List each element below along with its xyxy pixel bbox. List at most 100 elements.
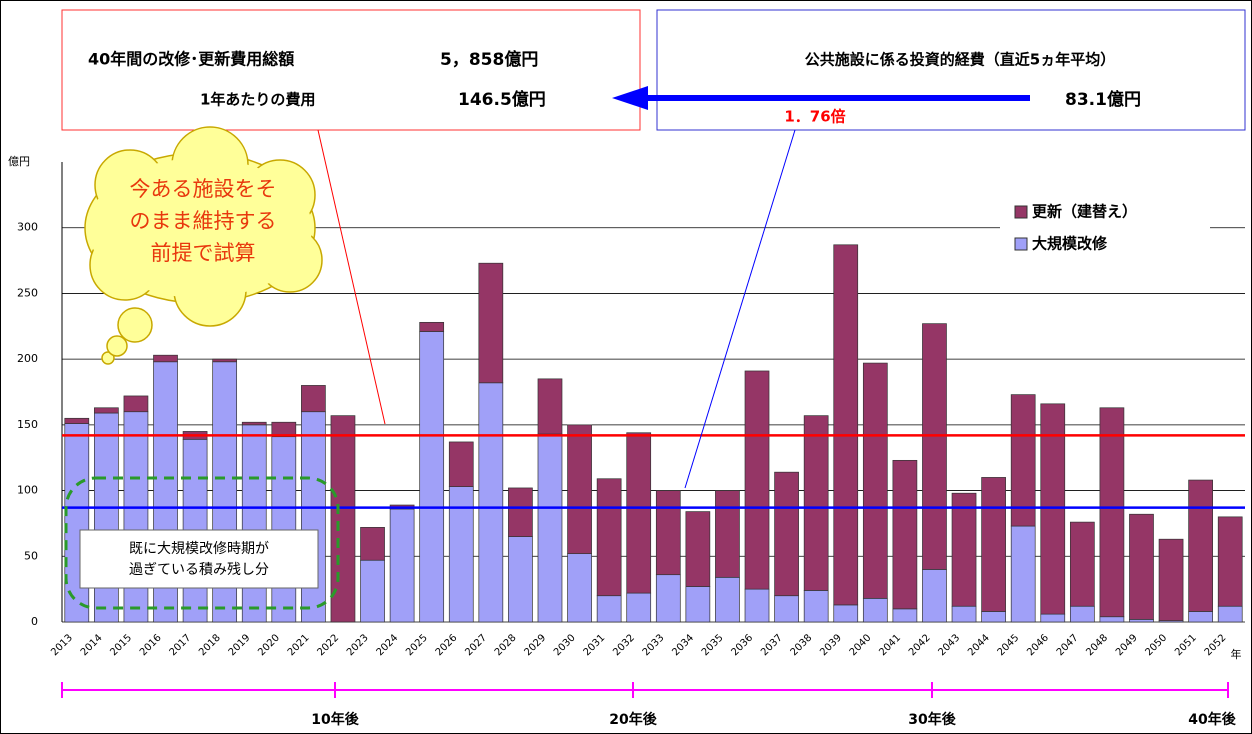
bar-segment — [420, 322, 444, 331]
callout-line: 前提で試算 — [151, 241, 256, 265]
y-tick-label: 250 — [17, 286, 38, 299]
bar-segment — [124, 412, 148, 622]
y-tick-label: 100 — [17, 484, 38, 497]
bar-segment — [538, 379, 562, 434]
bar-segment — [982, 477, 1006, 611]
bar-segment — [479, 263, 503, 383]
bar-segment — [154, 355, 178, 362]
legend-label: 更新（建替え） — [1032, 203, 1137, 221]
bar-segment — [952, 606, 976, 622]
bar-segment — [775, 596, 799, 622]
y-tick-label: 300 — [17, 221, 38, 234]
timeline-label: 20年後 — [609, 711, 657, 728]
average-value: 83.1億円 — [1065, 89, 1141, 110]
bar-segment — [94, 408, 118, 413]
bar-segment — [804, 590, 828, 622]
bar-segment — [775, 472, 799, 596]
chart: 億円年0501001502002503002013201420152016201… — [0, 0, 1252, 734]
bar-segment — [627, 593, 651, 622]
summary-box — [62, 10, 640, 130]
bar-segment — [1189, 611, 1213, 622]
bar-segment — [242, 425, 266, 622]
bar-segment — [1218, 517, 1242, 606]
annual-label: 1年あたりの費用 — [200, 91, 315, 109]
bar-segment — [390, 509, 414, 622]
bar-segment — [834, 245, 858, 605]
timeline-label: 40年後 — [1188, 711, 1236, 728]
ratio: 1．76倍 — [784, 108, 845, 126]
bar-segment — [361, 527, 385, 560]
bar-segment — [508, 537, 532, 622]
total-value: 5，858億円 — [440, 49, 538, 70]
note-box — [80, 530, 318, 588]
y-unit: 億円 — [8, 155, 30, 168]
bar-segment — [863, 363, 887, 598]
bar-segment — [627, 433, 651, 593]
bar-segment — [893, 609, 917, 622]
callout-line: 今ある施設をそ — [130, 177, 277, 201]
timeline-label: 30年後 — [908, 711, 956, 728]
bar-segment — [863, 598, 887, 622]
total-label: 40年間の改修･更新費用総額 — [88, 50, 294, 69]
note-line: 過ぎている積み残し分 — [129, 562, 269, 578]
bar-segment — [1129, 514, 1153, 619]
bar-segment — [922, 324, 946, 570]
y-tick-label: 200 — [17, 352, 38, 365]
average-label: 公共施設に係る投資的経費（直近5ヵ年平均） — [805, 51, 1115, 69]
bar-segment — [1011, 526, 1035, 622]
bar-segment — [952, 493, 976, 606]
callout-line: のまま維持する — [130, 209, 277, 233]
bar-segment — [1129, 619, 1153, 622]
bar-segment — [301, 385, 325, 411]
bar-segment — [568, 425, 592, 554]
bar-segment — [124, 396, 148, 412]
bar-segment — [361, 560, 385, 622]
bar-segment — [301, 412, 325, 622]
bar-segment — [1100, 408, 1124, 617]
bar-segment — [1070, 606, 1094, 622]
bar-segment — [686, 587, 710, 622]
bar-segment — [508, 488, 532, 537]
bar-segment — [449, 442, 473, 487]
bar-segment — [1218, 606, 1242, 622]
bar-segment — [982, 611, 1006, 622]
bar-segment — [745, 371, 769, 589]
y-tick-label: 50 — [24, 549, 38, 562]
legend-swatch — [1015, 206, 1027, 218]
legend-label: 大規模改修 — [1032, 235, 1108, 253]
x-unit: 年 — [1231, 647, 1242, 661]
bar-segment — [479, 383, 503, 622]
bar-segment — [715, 577, 739, 622]
bar-segment — [656, 491, 680, 575]
bar-segment — [804, 416, 828, 591]
bar-segment — [420, 332, 444, 622]
bar-segment — [656, 575, 680, 622]
bar-segment — [893, 460, 917, 609]
annual-value: 146.5億円 — [458, 89, 546, 110]
timeline-label: 10年後 — [311, 711, 359, 728]
note-line: 既に大規模改修時期が — [129, 541, 269, 557]
bar-segment — [568, 554, 592, 622]
bar-segment — [538, 434, 562, 622]
average-box — [657, 10, 1245, 130]
bar-segment — [1100, 617, 1124, 622]
bar-segment — [597, 479, 621, 596]
bar-segment — [1011, 395, 1035, 526]
bar-segment — [922, 569, 946, 622]
bar-segment — [834, 605, 858, 622]
bar-segment — [686, 512, 710, 587]
bar-segment — [597, 596, 621, 622]
bar-segment — [213, 359, 237, 362]
bar-segment — [1189, 480, 1213, 611]
bar-segment — [65, 418, 89, 423]
y-tick-label: 150 — [17, 418, 38, 431]
bar-segment — [1159, 539, 1183, 620]
bar-segment — [715, 491, 739, 578]
bar-segment — [1041, 614, 1065, 622]
bar-segment — [242, 422, 266, 425]
bar-segment — [1070, 522, 1094, 606]
bar-segment — [94, 413, 118, 622]
y-tick-label: 0 — [31, 615, 38, 628]
bar-segment — [745, 589, 769, 622]
bar-segment — [272, 437, 296, 622]
